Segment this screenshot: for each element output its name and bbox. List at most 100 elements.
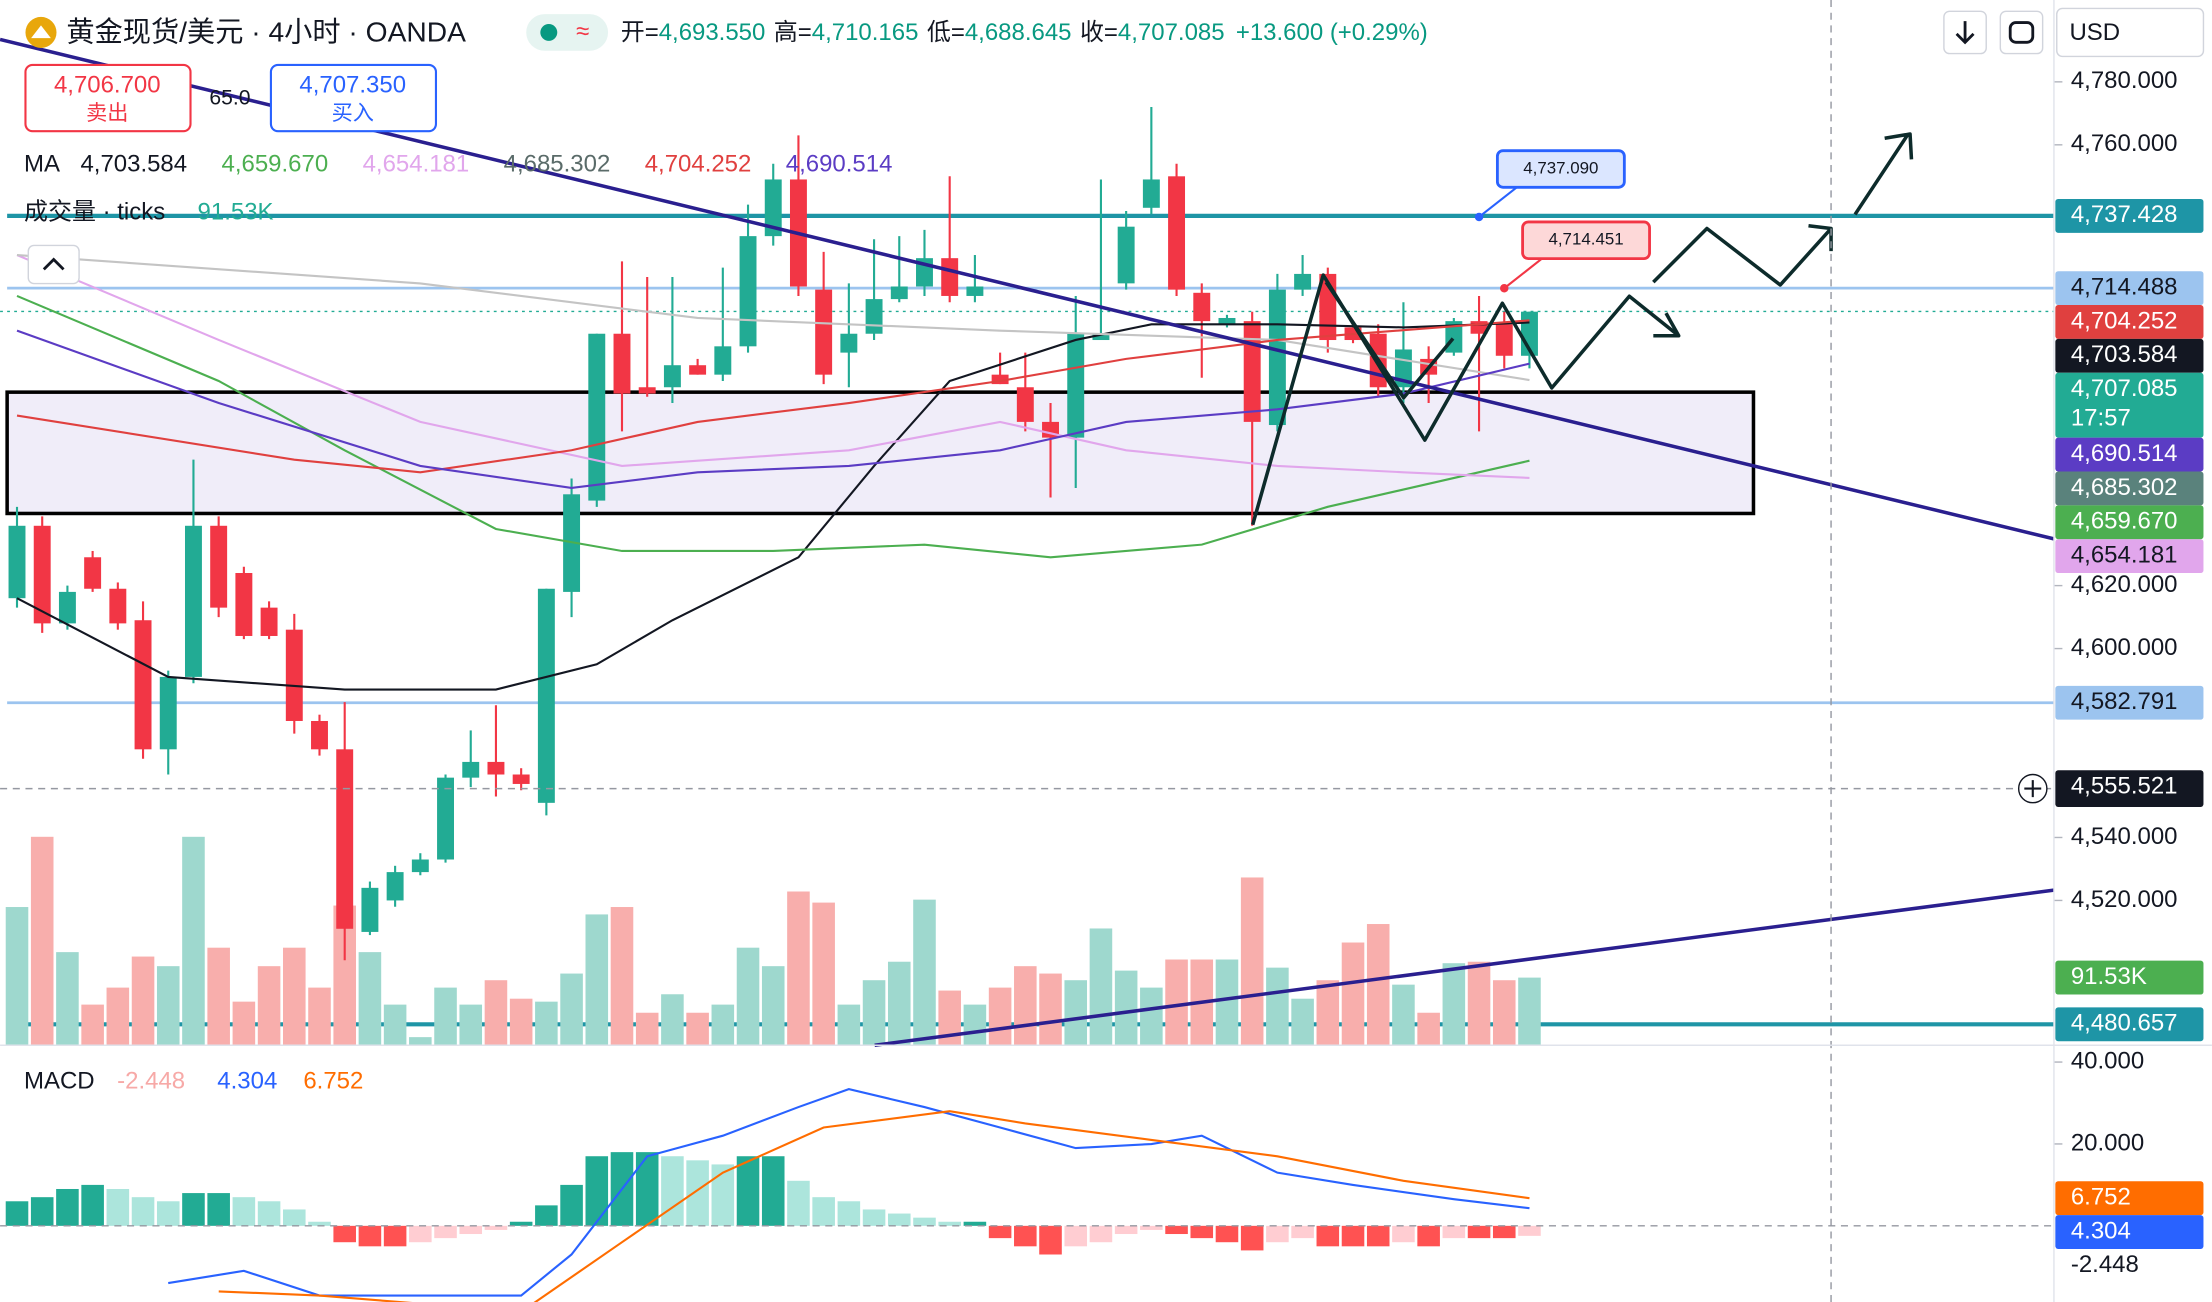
candle-body — [260, 607, 278, 636]
callout-label: 4,714.451 — [1548, 230, 1623, 249]
volume-bar — [56, 952, 79, 1046]
volume-bar — [610, 907, 634, 1046]
candle-body — [689, 365, 707, 375]
volume-bar — [963, 1004, 987, 1046]
candle-body — [487, 761, 505, 775]
y-tick-label: 4,780.000 — [2071, 67, 2178, 94]
volume-bar — [560, 973, 583, 1046]
volume-bar — [1341, 942, 1365, 1046]
candle-body — [840, 333, 858, 353]
price-badge — [2055, 372, 2204, 438]
volume-bar — [308, 987, 331, 1046]
ma-legend-value: 4,685.302 — [504, 150, 611, 177]
candle-body — [1218, 317, 1236, 325]
macd-legend-value: -2.448 — [117, 1067, 185, 1094]
callout-box — [1521, 220, 1651, 261]
arrow-path — [1853, 132, 1914, 216]
volume-bar — [535, 1001, 558, 1046]
y-tick-label: 4,760.000 — [2071, 130, 2178, 157]
price-badge-label: 4,707.085 — [2071, 375, 2178, 402]
price-badge — [2055, 471, 2204, 506]
mode-icon: ≈ — [576, 18, 589, 45]
volume-bar — [1014, 966, 1037, 1046]
volume-bar — [1240, 877, 1264, 1046]
candle-body — [235, 573, 253, 636]
macd-bar — [862, 1209, 886, 1226]
macd-bar — [1518, 1225, 1541, 1236]
price-badge — [2055, 505, 2204, 540]
volume-bar — [661, 994, 684, 1046]
price-badge — [2055, 305, 2204, 339]
macd-bar — [131, 1197, 155, 1226]
volume-bar — [711, 1004, 735, 1046]
volume-bar — [283, 947, 306, 1046]
macd-legend: -2.448 4.304 6.752 — [117, 1067, 363, 1094]
candle-body — [1193, 292, 1211, 322]
callout-point — [1474, 212, 1484, 222]
macd-bar — [938, 1221, 961, 1226]
volume-bar — [5, 907, 29, 1046]
price-badge-label: 4,659.670 — [2071, 508, 2178, 535]
volume-bar — [207, 947, 230, 1046]
price-badge-label: 4,703.584 — [2071, 341, 2178, 368]
candle-body — [966, 286, 984, 296]
settings-button[interactable] — [1999, 10, 2044, 55]
candle-body — [1067, 333, 1085, 438]
macd-bar — [5, 1201, 29, 1226]
candle-body — [1294, 273, 1312, 290]
volume-bar — [1165, 959, 1188, 1046]
overlay-layer: 4,737.090 4,714.451 — [0, 149, 2054, 1227]
volume-bar — [887, 961, 911, 1046]
macd-bar — [156, 1201, 180, 1226]
volume-bar — [635, 1012, 659, 1046]
buy-button[interactable] — [269, 63, 438, 133]
macd-bar — [1266, 1225, 1289, 1243]
price-badge-label: 4,737.428 — [2071, 201, 2178, 228]
volume-bar — [1140, 987, 1163, 1046]
price-badge-label: 4,582.791 — [2071, 688, 2178, 715]
volume-bar — [913, 899, 936, 1046]
volume-bar — [1215, 959, 1239, 1046]
volume-legend-label: 成交量 · ticks — [24, 198, 165, 225]
candle-body — [537, 588, 555, 803]
callout-box — [1495, 149, 1626, 189]
price-badge — [2055, 1215, 2204, 1249]
trend-line — [874, 888, 2055, 1048]
ohlc-label: 低= — [927, 19, 965, 46]
volume-bar — [1442, 963, 1466, 1046]
candle-body — [361, 887, 379, 932]
macd-bar — [484, 1225, 508, 1230]
price-badge-label: 6.752 — [2071, 1184, 2131, 1211]
candle-body — [336, 749, 354, 929]
volume-bar — [409, 1037, 432, 1046]
volume-bar — [232, 1001, 256, 1046]
collapse-button[interactable] — [27, 244, 80, 285]
volume-bar — [988, 987, 1012, 1046]
candle-layer — [8, 107, 1538, 961]
arrow-path — [1251, 273, 1681, 526]
buy-label: 买入 — [332, 102, 374, 125]
volume-bar — [131, 956, 155, 1046]
macd-bar — [585, 1156, 609, 1226]
ma-line — [16, 294, 1530, 559]
volume-legend-value: 91.53K — [198, 198, 274, 225]
volume-bar — [787, 891, 810, 1046]
candle-body — [588, 333, 606, 501]
ohlc-value: 4,693.550 — [659, 19, 766, 46]
macd-bar — [812, 1197, 835, 1226]
currency-select[interactable] — [2056, 7, 2205, 58]
volume-bar — [106, 987, 130, 1046]
callout-label: 4,737.090 — [1523, 158, 1598, 177]
callout-stem — [1478, 185, 1520, 218]
candle-body — [613, 333, 631, 394]
sell-button[interactable] — [24, 63, 192, 133]
add-alert-icon — [2024, 780, 2042, 798]
y-tick-label: 4,620.000 — [2071, 571, 2178, 598]
ma-line — [16, 321, 1530, 691]
price-badge — [2055, 770, 2204, 807]
change-value: +13.600 (+0.29%) — [1236, 19, 1428, 46]
volume-bar — [182, 836, 205, 1046]
candle-body — [1142, 179, 1160, 208]
macd-bar — [787, 1180, 810, 1226]
candle-body — [512, 774, 530, 784]
